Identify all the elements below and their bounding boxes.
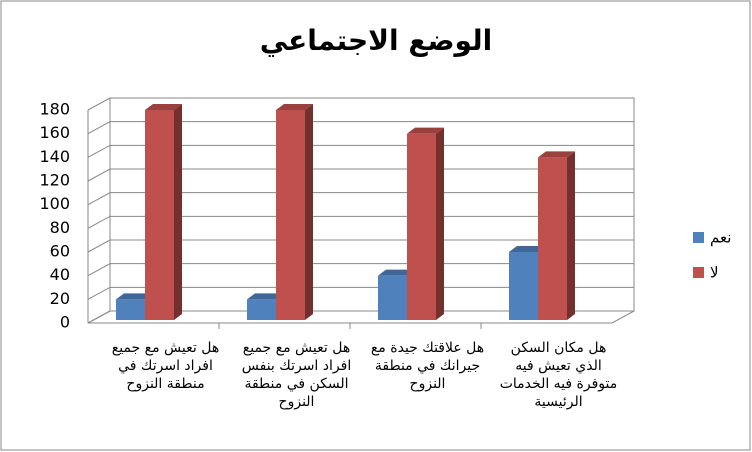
grid-line [87, 144, 634, 158]
grid-line [87, 168, 634, 182]
grid-line [87, 215, 634, 229]
bar [276, 104, 313, 320]
y-tick-label: 180 [39, 100, 70, 119]
grid-line [87, 263, 634, 277]
bar-face [378, 269, 415, 276]
grid-line [87, 286, 634, 300]
y-tick-label: 20 [50, 289, 70, 308]
legend-swatch [693, 232, 704, 243]
bar-face [116, 299, 145, 320]
grid-line [87, 239, 634, 253]
bar-face [145, 104, 182, 110]
x-tick-label: هل تعيش مع جميع افراد اسرتك في منطقة الن… [111, 340, 220, 392]
y-tick-label: 0 [60, 313, 70, 332]
y-tick-label: 80 [50, 218, 70, 237]
grid-line [87, 97, 634, 111]
x-tick-label: هل تعيش مع جميع افراد اسرتك بنفس السكن ف… [241, 340, 352, 410]
legend-label: نعم [710, 229, 731, 247]
bar-face [567, 151, 575, 320]
bar-face [276, 104, 313, 110]
bar-face [305, 104, 313, 320]
bar-face [407, 127, 444, 134]
bar-face [174, 104, 182, 320]
x-tick-label: هل مكان السكن الذي تعيش فيه متوفرة فيه ا… [499, 340, 618, 410]
grid-line [87, 121, 634, 135]
grid-line [87, 310, 634, 324]
bar-face [538, 157, 567, 320]
y-tick-label: 160 [39, 123, 70, 142]
x-tick-label: هل علاقتك جيدة مع جيرانك في منطقة النزوح [370, 340, 485, 392]
y-tick-label: 40 [50, 265, 70, 284]
chart-title: الوضع الاجتماعي [260, 24, 492, 57]
bar-face [509, 252, 538, 320]
bar-face [436, 127, 444, 321]
bar-face [378, 275, 407, 320]
bar [538, 151, 575, 320]
bar-face [407, 133, 436, 320]
legend-label: لا [710, 264, 719, 282]
y-tick-label: 140 [39, 147, 70, 166]
y-tick-label: 60 [50, 242, 70, 261]
bar-face [538, 151, 575, 158]
bar-face [247, 293, 284, 300]
bar-face [247, 299, 276, 320]
bar-face [145, 110, 174, 320]
bar-face [116, 293, 153, 300]
grid-line [87, 192, 634, 206]
bar-face [276, 110, 305, 320]
y-tick-label: 120 [39, 171, 70, 190]
bar-face [509, 246, 546, 252]
legend-swatch [693, 267, 704, 278]
y-tick-label: 100 [39, 194, 70, 213]
bar [145, 104, 182, 320]
bar [407, 127, 444, 321]
